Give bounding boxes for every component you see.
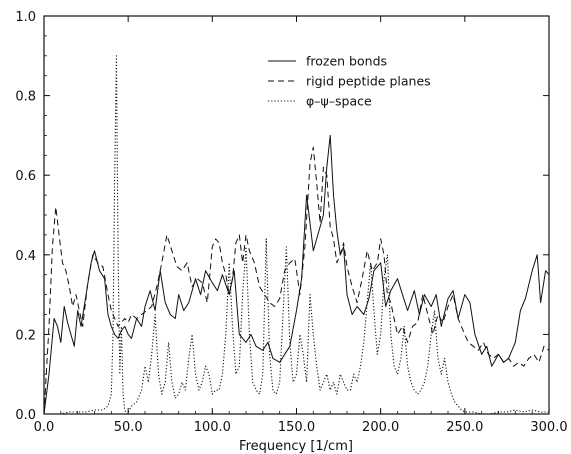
- legend-label: rigid peptide planes: [306, 74, 431, 89]
- x-tick-label: 200.0: [362, 420, 399, 435]
- x-tick-label: 50.0: [114, 420, 143, 435]
- y-tick-label: 0.4: [15, 249, 36, 264]
- y-axis: 0.0 0.2 0.4 0.6 0.8 1.0: [15, 10, 549, 423]
- x-tick-label: 250.0: [446, 420, 483, 435]
- plot-border: [43, 15, 550, 415]
- series-layer: [43, 55, 550, 415]
- y-tick-label: 0.6: [15, 169, 36, 184]
- legend-label: frozen bonds: [306, 54, 387, 69]
- y-tick-label: 1.0: [15, 10, 36, 25]
- series-line-dashed: [43, 146, 550, 415]
- legend: frozen bonds rigid peptide planes φ–ψ–spac…: [268, 54, 431, 109]
- y-tick-label: 0.0: [15, 408, 36, 423]
- legend-label: φ–ψ–space: [306, 94, 372, 109]
- series-line-dotted: [44, 55, 549, 415]
- y-tick-label: 0.8: [15, 90, 36, 105]
- x-axis-title: Frequency [1/cm]: [239, 439, 353, 454]
- x-axis: 0.0 50.0 100.0 150.0 200.0 250.0 300.0: [34, 16, 568, 435]
- x-tick-label: 0.0: [34, 420, 55, 435]
- x-tick-label: 300.0: [530, 420, 567, 435]
- x-tick-label: 150.0: [278, 420, 315, 435]
- x-tick-label: 100.0: [194, 420, 231, 435]
- plot-frame: [43, 15, 550, 415]
- y-tick-label: 0.2: [15, 328, 36, 343]
